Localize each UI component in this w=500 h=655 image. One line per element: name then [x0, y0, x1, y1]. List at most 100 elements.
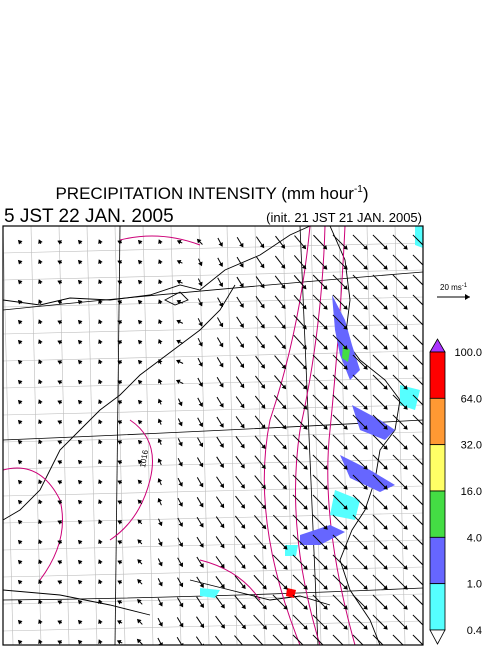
wind-arrow-head	[424, 546, 427, 549]
wind-arrow-head	[38, 259, 43, 264]
wind-arrow-head	[17, 359, 23, 365]
wind-arrow-head	[17, 639, 23, 645]
wind-arrow	[234, 635, 244, 645]
wind-arrow-head	[239, 303, 244, 308]
wind-arrow-head	[323, 345, 328, 350]
wind-arrow-head	[424, 246, 427, 249]
wind-arrow	[332, 334, 348, 350]
wind-arrow	[372, 414, 388, 430]
wind-arrow-head	[98, 459, 103, 464]
valid-time: 5 JST 22 JAN. 2005	[4, 206, 174, 227]
wind-arrow-head	[282, 424, 287, 430]
wind-arrow-head	[77, 439, 83, 445]
wind-arrow	[352, 494, 368, 510]
wind-arrow-head	[424, 326, 427, 329]
wind-arrow	[412, 514, 423, 526]
wind-arrow	[412, 554, 423, 566]
wind-arrow-head	[363, 505, 368, 510]
title-end: )	[363, 184, 369, 203]
wind-arrow-head	[17, 319, 23, 325]
wind-arrow-head	[219, 423, 224, 428]
wind-arrow-head	[77, 259, 83, 265]
wind-arrow	[312, 314, 328, 330]
wind-arrow-head	[424, 526, 427, 529]
wind-arrow-head	[176, 279, 182, 285]
wind-arrow	[352, 514, 368, 530]
wind-arrow-head	[17, 239, 23, 245]
wind-arrow-head	[158, 581, 163, 587]
wind-arrow-head	[77, 619, 83, 625]
wind-arrow	[312, 554, 328, 570]
wind-arrow-head	[158, 239, 163, 244]
grid-line	[86, 226, 98, 645]
wind-arrow	[412, 254, 423, 266]
wind-arrow	[332, 534, 348, 550]
vector-legend-label: 20 ms-1	[440, 283, 468, 292]
wind-arrow	[392, 314, 408, 330]
wind-arrow-head	[199, 543, 204, 548]
wind-arrow-head	[383, 345, 388, 350]
wind-arrow-head	[383, 545, 388, 550]
wind-arrow-head	[178, 502, 183, 507]
wind-arrow-head	[57, 620, 63, 625]
wind-arrow-head	[38, 559, 43, 564]
wind-arrow-head	[343, 545, 348, 550]
wind-arrow	[392, 594, 408, 610]
wind-arrow	[312, 534, 328, 550]
wind-arrow-head	[117, 540, 123, 545]
wind-arrow	[332, 354, 348, 370]
wind-arrow-head	[343, 385, 348, 390]
wind-arrow	[352, 314, 368, 330]
wind-arrow	[332, 554, 348, 570]
wind-arrow	[332, 394, 348, 410]
wind-arrow	[412, 574, 423, 586]
wind-arrow	[352, 274, 368, 290]
wind-arrow-head	[158, 299, 163, 304]
grid-line	[394, 226, 406, 645]
wind-arrow-head	[158, 259, 163, 264]
wind-arrow	[392, 634, 404, 645]
wind-arrow-head	[57, 280, 63, 285]
wind-arrow-head	[323, 485, 328, 490]
wind-arrow-head	[363, 285, 368, 290]
wind-arrow-head	[77, 319, 83, 325]
colorbar-segment	[429, 444, 446, 492]
wind-arrow-head	[219, 443, 224, 448]
wind-arrow	[392, 514, 408, 530]
wind-arrow-head	[198, 402, 203, 407]
wind-arrow	[312, 574, 328, 590]
wind-arrow-head	[157, 378, 163, 384]
wind-arrow-head	[384, 646, 387, 649]
wind-arrow-head	[219, 362, 224, 368]
grid-line	[3, 566, 423, 578]
coastline	[3, 226, 401, 645]
wind-arrow-head	[158, 279, 163, 284]
vector-legend-sup: -1	[462, 283, 468, 289]
wind-arrow-head	[38, 319, 43, 324]
wind-arrow-head	[98, 439, 103, 444]
wind-arrow-head	[343, 585, 348, 590]
wind-arrow-head	[424, 286, 427, 289]
wind-arrow-head	[17, 599, 23, 605]
colorbar-label: 0.4	[467, 625, 482, 637]
title-sup: -1	[354, 184, 363, 195]
wind-arrow-head	[98, 619, 103, 624]
wind-arrow	[372, 374, 388, 390]
grid-line	[3, 377, 423, 389]
wind-arrow-head	[262, 584, 267, 590]
wind-arrow-head	[323, 545, 328, 550]
wind-arrow-head	[343, 485, 348, 490]
wind-arrow	[392, 494, 408, 510]
grid-line	[198, 226, 210, 645]
wind-arrow-head	[343, 625, 348, 630]
wind-arrow-head	[178, 562, 184, 568]
wind-arrow	[352, 574, 368, 590]
wind-arrow	[292, 574, 308, 590]
wind-arrow-head	[137, 459, 143, 465]
wind-arrow-head	[137, 299, 143, 305]
wind-arrow	[352, 234, 368, 250]
wind-arrow-head	[281, 404, 287, 410]
wind-arrow	[332, 594, 348, 610]
wind-arrow-head	[136, 618, 142, 624]
wind-arrow-head	[178, 481, 183, 487]
